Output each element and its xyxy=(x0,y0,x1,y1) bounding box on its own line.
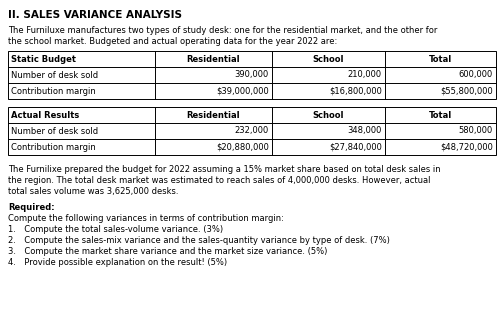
Text: 580,000: 580,000 xyxy=(459,126,493,136)
Text: Residential: Residential xyxy=(187,111,240,119)
Text: II. SALES VARIANCE ANALYSIS: II. SALES VARIANCE ANALYSIS xyxy=(8,10,182,20)
Text: Static Budget: Static Budget xyxy=(11,54,76,63)
Text: Total: Total xyxy=(429,54,452,63)
Text: 2. Compute the sales-mix variance and the sales-quantity variance by type of des: 2. Compute the sales-mix variance and th… xyxy=(8,236,390,245)
Text: Compute the following variances in terms of contribution margin:: Compute the following variances in terms… xyxy=(8,214,284,223)
Text: $48,720,000: $48,720,000 xyxy=(440,143,493,151)
Text: $55,800,000: $55,800,000 xyxy=(440,86,493,95)
Text: 4. Provide possible explanation on the result! (5%): 4. Provide possible explanation on the r… xyxy=(8,258,227,267)
Text: School: School xyxy=(313,54,344,63)
Text: 348,000: 348,000 xyxy=(348,126,382,136)
Text: 232,000: 232,000 xyxy=(235,126,269,136)
Bar xyxy=(8,51,496,99)
Bar xyxy=(8,107,496,155)
Text: School: School xyxy=(313,111,344,119)
Text: Contribution margin: Contribution margin xyxy=(11,143,96,151)
Text: $20,880,000: $20,880,000 xyxy=(216,143,269,151)
Text: Total: Total xyxy=(429,111,452,119)
Text: Number of desk sold: Number of desk sold xyxy=(11,71,98,80)
Text: The Furnilixe prepared the budget for 2022 assuming a 15% market share based on : The Furnilixe prepared the budget for 20… xyxy=(8,165,441,174)
Text: total sales volume was 3,625,000 desks.: total sales volume was 3,625,000 desks. xyxy=(8,187,179,196)
Text: The Furniluxe manufactures two types of study desk: one for the residential mark: The Furniluxe manufactures two types of … xyxy=(8,26,438,35)
Text: 3. Compute the market share variance and the market size variance. (5%): 3. Compute the market share variance and… xyxy=(8,247,327,256)
Text: 390,000: 390,000 xyxy=(235,71,269,80)
Text: Residential: Residential xyxy=(187,54,240,63)
Text: 210,000: 210,000 xyxy=(348,71,382,80)
Text: Number of desk sold: Number of desk sold xyxy=(11,126,98,136)
Text: Contribution margin: Contribution margin xyxy=(11,86,96,95)
Text: Actual Results: Actual Results xyxy=(11,111,79,119)
Text: 1. Compute the total sales-volume variance. (3%): 1. Compute the total sales-volume varian… xyxy=(8,225,223,234)
Text: the region. The total desk market was estimated to reach sales of 4,000,000 desk: the region. The total desk market was es… xyxy=(8,176,431,185)
Text: $39,000,000: $39,000,000 xyxy=(216,86,269,95)
Text: the school market. Budgeted and actual operating data for the year 2022 are:: the school market. Budgeted and actual o… xyxy=(8,37,337,46)
Text: $27,840,000: $27,840,000 xyxy=(329,143,382,151)
Text: Required:: Required: xyxy=(8,203,55,212)
Text: 600,000: 600,000 xyxy=(459,71,493,80)
Text: $16,800,000: $16,800,000 xyxy=(329,86,382,95)
